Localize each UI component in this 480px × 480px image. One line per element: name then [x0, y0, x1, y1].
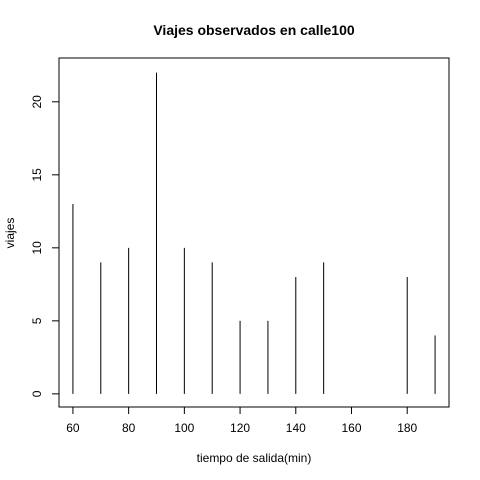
y-tick-label: 0: [30, 390, 44, 397]
y-tick-label: 10: [30, 241, 44, 255]
y-tick-label: 20: [30, 95, 44, 109]
plot-frame: [58, 57, 450, 408]
x-axis-label: tiempo de salida(min): [197, 451, 312, 465]
y-axis-label: viajes: [3, 218, 17, 249]
bars-group: [72, 72, 436, 394]
x-tick-label: 120: [230, 421, 250, 435]
x-tick-label: 180: [397, 421, 417, 435]
y-axis: 0 5 10 15 20: [30, 95, 60, 397]
x-tick-label: 60: [66, 421, 80, 435]
x-tick-label: 100: [174, 421, 194, 435]
y-tick-label: 15: [30, 168, 44, 182]
x-tick-label: 80: [122, 421, 136, 435]
x-tick-label: 160: [341, 421, 361, 435]
y-tick-label: 5: [30, 317, 44, 324]
x-tick-label: 140: [286, 421, 306, 435]
x-axis: 60 80 100 120 140 160 180: [66, 406, 418, 435]
chart-title: Viajes observados en calle100: [153, 22, 355, 38]
